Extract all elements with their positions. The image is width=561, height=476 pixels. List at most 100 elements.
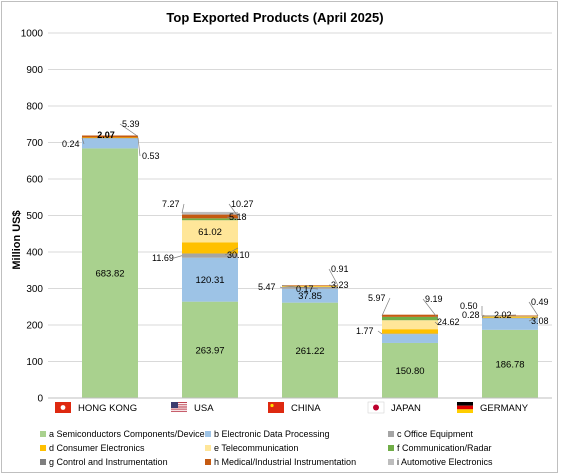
leader-line	[224, 247, 239, 256]
legend-swatch	[205, 431, 211, 437]
legend-entry: b Electronic Data Processing	[214, 429, 330, 439]
y-tick-label: 200	[26, 321, 43, 332]
y-tick-label: 0	[37, 394, 43, 405]
category-label: GERMANY	[480, 403, 529, 414]
data-label: 0.53	[142, 151, 160, 161]
cn-flag-icon	[268, 402, 284, 413]
de-flag-icon	[457, 402, 473, 413]
bar-segment	[182, 301, 238, 398]
bar-segment	[82, 137, 138, 149]
data-label: 5.39	[122, 119, 140, 129]
bar-segment	[182, 220, 238, 243]
flag-disc	[373, 404, 379, 411]
flag-stripe	[171, 410, 187, 412]
legend-swatch	[40, 431, 46, 437]
bar-segment	[282, 285, 338, 286]
leader-line	[434, 321, 439, 325]
legend-entry: c Office Equipment	[397, 429, 473, 439]
bar-segment	[282, 286, 338, 289]
bar-segment	[382, 342, 438, 398]
flag-stripe	[171, 411, 187, 413]
data-label: 5.47	[258, 282, 276, 292]
bar-segment	[182, 214, 238, 219]
bar-segment	[382, 333, 438, 335]
bar-segment	[382, 314, 438, 317]
legend-entry: d Consumer Electronics	[49, 443, 145, 453]
data-label: 261.22	[295, 346, 324, 357]
leader-line	[377, 330, 383, 335]
data-label: 11.69	[152, 253, 174, 263]
bar-segment	[82, 135, 138, 138]
bar-segment	[482, 317, 538, 330]
data-label: 5.18	[229, 212, 247, 222]
leader-line	[328, 268, 339, 286]
leader-line	[422, 298, 439, 319]
data-label: 3.08	[531, 316, 549, 326]
bar-segment	[182, 253, 238, 258]
data-label: 10.27	[231, 199, 254, 209]
leader-line	[481, 314, 517, 317]
us-flag-icon	[171, 402, 187, 413]
flag-field	[268, 402, 284, 413]
legend-entry: g Control and Instrumentation	[49, 457, 168, 467]
flag-canton	[171, 402, 178, 408]
data-label: 3.23	[331, 280, 349, 290]
y-tick-label: 800	[26, 102, 43, 113]
data-label: 2.02	[494, 310, 512, 320]
flag-stripe	[171, 412, 187, 413]
flag-stripe	[171, 402, 187, 404]
bar-segment	[482, 315, 538, 317]
leader-line	[381, 297, 391, 316]
leader-line	[281, 285, 319, 290]
category-label: JAPAN	[391, 403, 421, 414]
y-tick-label: 900	[26, 65, 43, 76]
bar-segment	[382, 334, 438, 343]
leader-line	[119, 123, 139, 137]
data-label: 0.28	[462, 310, 480, 320]
y-tick-label: 700	[26, 138, 43, 149]
leader-line	[279, 286, 283, 289]
bar-segment	[482, 317, 538, 319]
bar-segment	[382, 316, 438, 321]
flag-stripe	[457, 405, 473, 410]
legend-swatch	[388, 445, 394, 451]
data-label: 0.91	[331, 264, 349, 274]
leader-line	[328, 284, 339, 287]
bar-segment	[282, 288, 338, 303]
y-tick-label: 400	[26, 248, 43, 259]
flag-stripe	[171, 409, 187, 411]
y-tick-label: 500	[26, 211, 43, 222]
category-label: CHINA	[291, 403, 321, 414]
bar-segment	[382, 320, 438, 330]
jp-flag-icon	[367, 401, 385, 414]
leader-line	[528, 301, 539, 316]
bar-segment	[482, 329, 538, 398]
data-label: 120.31	[195, 275, 224, 286]
y-tick-label: 1000	[21, 29, 44, 40]
data-label: 61.02	[198, 227, 222, 238]
legend-entry: i Automotive Electronics	[397, 457, 493, 467]
bar-segment	[282, 285, 338, 287]
data-label: 24.62	[437, 317, 460, 327]
bar-segment	[182, 257, 238, 302]
category-label: HONG KONG	[78, 403, 137, 414]
data-label: 263.97	[195, 345, 224, 356]
data-label: 0.49	[531, 297, 549, 307]
legend-swatch	[388, 459, 394, 465]
legend-swatch	[205, 445, 211, 451]
hk-flag-icon	[55, 402, 71, 413]
bar-segment	[82, 137, 138, 139]
flag-stripe	[171, 406, 187, 408]
bar-segment	[482, 316, 538, 318]
data-label: 0.17	[296, 284, 314, 294]
flag-emblem	[60, 405, 66, 410]
bar-segment	[282, 285, 338, 287]
bar-segment	[182, 211, 238, 215]
leader-line	[528, 316, 539, 322]
flag-stripe	[171, 402, 187, 403]
leader-line	[137, 137, 141, 157]
leader-line	[228, 203, 239, 217]
y-tick-label: 600	[26, 175, 43, 186]
